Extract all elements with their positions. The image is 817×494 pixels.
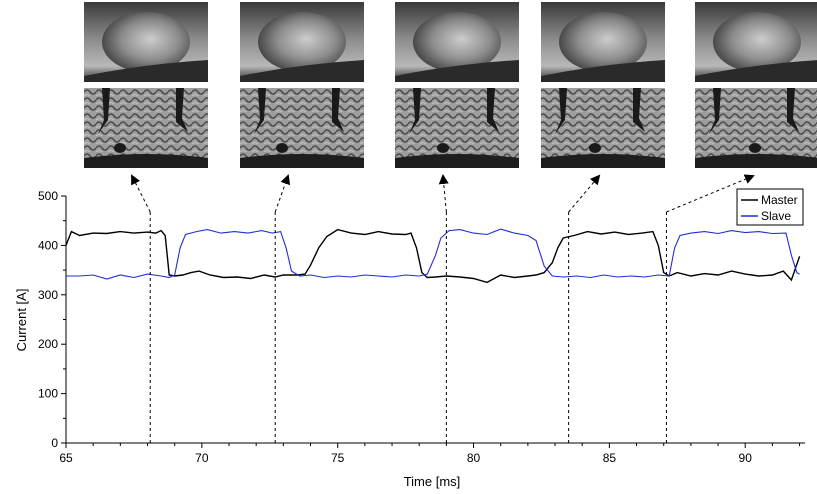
- electrode-left: [409, 88, 421, 134]
- legend-box: [736, 188, 804, 226]
- droplet: [749, 143, 761, 153]
- x-axis-label: Time [ms]: [404, 474, 461, 489]
- arc-glow: [258, 12, 346, 72]
- x-tick-label: 80: [467, 451, 481, 465]
- workpiece-silhouette: [84, 60, 208, 82]
- workpiece-silhouette: [395, 60, 519, 82]
- series-line-slave: [66, 228, 800, 280]
- electrode-right: [787, 88, 799, 132]
- electrode-left: [98, 88, 110, 134]
- legend: Master Slave: [736, 188, 804, 226]
- droplet: [114, 143, 126, 153]
- axes: 65 70 75 80 85 90 0 100 200 300 400 500: [38, 189, 805, 465]
- series-line-master: [65, 228, 801, 284]
- y-tick-label: 500: [38, 189, 58, 203]
- bead-edge: [541, 154, 665, 168]
- electrode-right: [487, 88, 499, 132]
- y-tick-label: 100: [38, 387, 58, 401]
- marker-arrow: [438, 174, 449, 213]
- droplet: [589, 143, 601, 153]
- bead-edge: [395, 154, 519, 168]
- electrode-right: [332, 88, 344, 132]
- plot-area: [65, 174, 801, 443]
- arc-glow: [413, 12, 501, 72]
- legend-label-slave: Slave: [761, 209, 791, 223]
- y-tick-label: 300: [38, 288, 58, 302]
- x-tick-label: 75: [331, 451, 345, 465]
- electrode-right: [176, 88, 188, 132]
- droplet: [276, 143, 288, 153]
- marker-arrow: [666, 174, 755, 213]
- droplet: [437, 143, 449, 153]
- electrode-right: [633, 88, 645, 132]
- legend-label-master: Master: [761, 193, 798, 207]
- y-tick-label: 0: [51, 436, 58, 450]
- x-tick-label: 65: [59, 451, 73, 465]
- bead-edge: [84, 154, 208, 168]
- arc-glow: [713, 12, 801, 72]
- y-axis-label: Current [A]: [14, 289, 29, 352]
- marker-arrow: [568, 174, 601, 213]
- high-speed-image-strip: [84, 2, 817, 168]
- arc-glow: [102, 12, 190, 72]
- x-tick-label: 90: [739, 451, 753, 465]
- workpiece-silhouette: [240, 60, 364, 82]
- electrode-left: [555, 88, 567, 134]
- x-tick-label: 85: [603, 451, 617, 465]
- marker-arrow: [131, 174, 151, 213]
- y-tick-label: 400: [38, 238, 58, 252]
- electrode-left: [709, 88, 721, 134]
- arc-glow: [559, 12, 647, 72]
- electrode-left: [254, 88, 266, 134]
- marker-arrow: [274, 174, 291, 213]
- workpiece-silhouette: [541, 60, 665, 82]
- bead-edge: [695, 154, 817, 168]
- x-tick-label: 70: [195, 451, 209, 465]
- bead-edge: [240, 154, 364, 168]
- workpiece-silhouette: [695, 60, 817, 82]
- y-tick-label: 200: [38, 337, 58, 351]
